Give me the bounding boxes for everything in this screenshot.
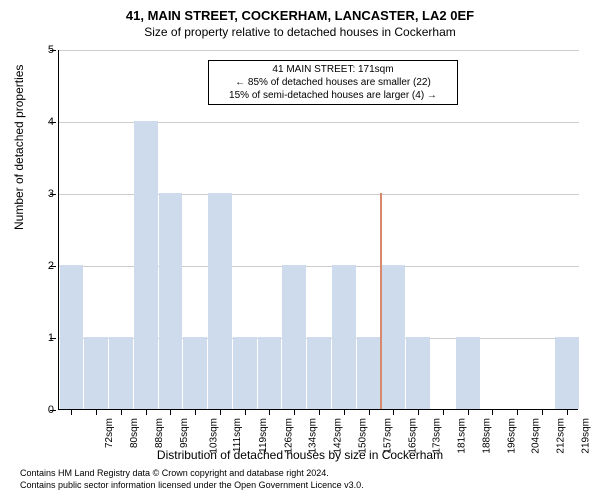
annotation-box: 41 MAIN STREET: 171sqm ← 85% of detached… xyxy=(208,60,458,105)
bar xyxy=(134,121,158,409)
ytick-label: 4 xyxy=(42,116,54,128)
ytick-label: 5 xyxy=(42,44,54,56)
bar xyxy=(282,265,306,409)
bar xyxy=(332,265,356,409)
y-axis-label: Number of detached properties xyxy=(12,65,26,230)
bar xyxy=(183,337,207,409)
bar xyxy=(381,265,405,409)
annotation-line1: 41 MAIN STREET: 171sqm xyxy=(213,63,453,76)
bar xyxy=(456,337,480,409)
bar xyxy=(357,337,381,409)
footer-line1: Contains HM Land Registry data © Crown c… xyxy=(20,468,364,480)
bar xyxy=(159,193,183,409)
annotation-line3: 15% of semi-detached houses are larger (… xyxy=(213,89,453,102)
x-axis-label: Distribution of detached houses by size … xyxy=(0,448,600,462)
xtick-label: 72sqm xyxy=(104,418,115,448)
bar xyxy=(208,193,232,409)
xtick-label: 80sqm xyxy=(129,418,140,448)
ytick-label: 0 xyxy=(42,404,54,416)
bar xyxy=(60,265,84,409)
chart-plot-area: 72sqm80sqm88sqm95sqm103sqm111sqm119sqm12… xyxy=(58,50,578,410)
xtick-label: 88sqm xyxy=(154,418,165,448)
xtick-label: 95sqm xyxy=(179,418,190,448)
chart-container: 41, MAIN STREET, COCKERHAM, LANCASTER, L… xyxy=(0,0,600,500)
xtick-label: 111sqm xyxy=(232,418,243,452)
bar xyxy=(555,337,579,409)
ytick-label: 2 xyxy=(42,260,54,272)
bar xyxy=(233,337,257,409)
footer-line2: Contains public sector information licen… xyxy=(20,480,364,492)
bar xyxy=(307,337,331,409)
ytick-label: 3 xyxy=(42,188,54,200)
chart-subtitle: Size of property relative to detached ho… xyxy=(0,23,600,39)
chart-title: 41, MAIN STREET, COCKERHAM, LANCASTER, L… xyxy=(0,0,600,23)
footer-attribution: Contains HM Land Registry data © Crown c… xyxy=(20,468,364,491)
annotation-line2: ← 85% of detached houses are smaller (22… xyxy=(213,76,453,89)
bar xyxy=(406,337,430,409)
ytick-label: 1 xyxy=(42,332,54,344)
bar xyxy=(84,337,108,409)
bar xyxy=(258,337,282,409)
marker-line xyxy=(380,193,382,409)
bar xyxy=(109,337,133,409)
